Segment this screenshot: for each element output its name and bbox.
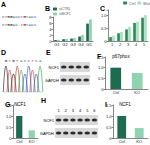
- svg-text:NCF1: NCF1: [44, 118, 55, 123]
- svg-text:B: B: [45, 5, 50, 12]
- svg-text:4: 4: [135, 42, 138, 47]
- svg-text:Mut: Mut: [143, 1, 150, 6]
- svg-text:F: F: [97, 53, 102, 60]
- svg-text:Ctrl: Ctrl: [113, 90, 119, 95]
- svg-text:H: H: [41, 97, 46, 104]
- svg-text:NCF1: NCF1: [49, 65, 60, 70]
- svg-text:1: 1: [57, 108, 60, 113]
- svg-text:Ctrl: Ctrl: [16, 139, 22, 144]
- svg-text:p67phox: p67phox: [112, 54, 130, 59]
- svg-text:NCF1: NCF1: [119, 102, 131, 107]
- svg-text:GTGTACCTCA: GTGTACCTCA: [5, 59, 42, 63]
- svg-text:CTGGAC-TGTACC: CTGGAC-TGTACC: [2, 22, 37, 27]
- svg-text:1: 1: [111, 42, 114, 47]
- svg-text:C: C: [100, 5, 105, 12]
- svg-text:KO: KO: [29, 139, 35, 144]
- svg-text:0: 0: [101, 87, 104, 92]
- svg-text:4: 4: [79, 108, 82, 113]
- svg-text:5: 5: [86, 108, 89, 113]
- svg-text:GAPDH: GAPDH: [40, 131, 54, 136]
- svg-text:1.0: 1.0: [101, 13, 107, 18]
- svg-text:6: 6: [49, 21, 52, 26]
- svg-text:E: E: [46, 49, 51, 56]
- svg-text:4: 4: [49, 27, 52, 32]
- svg-text:CTGGACCTGTACC: CTGGACCTGTACC: [2, 14, 37, 19]
- svg-text:0.5: 0.5: [106, 125, 112, 130]
- svg-text:0.5: 0.5: [6, 125, 12, 130]
- svg-text:siNCF1: siNCF1: [59, 12, 71, 16]
- svg-text:2: 2: [65, 108, 68, 113]
- svg-text:Ctrl: Ctrl: [119, 139, 125, 144]
- svg-text:siCTRL: siCTRL: [59, 7, 71, 11]
- svg-text:G4: G4: [78, 42, 84, 47]
- svg-text:0.5: 0.5: [101, 26, 107, 31]
- svg-text:5: 5: [143, 42, 146, 47]
- svg-text:GAPDH: GAPDH: [45, 78, 59, 83]
- svg-text:KO: KO: [136, 139, 142, 144]
- svg-text:G2: G2: [62, 42, 68, 47]
- svg-text:A: A: [1, 1, 6, 8]
- svg-text:0: 0: [104, 39, 107, 44]
- svg-text:KO: KO: [134, 90, 140, 95]
- svg-text:0: 0: [109, 136, 112, 141]
- svg-text:G1: G1: [54, 42, 60, 47]
- svg-text:D: D: [1, 49, 6, 56]
- svg-text:G: G: [5, 101, 11, 108]
- svg-text:1.5: 1.5: [105, 102, 112, 108]
- svg-text:3: 3: [72, 108, 75, 113]
- svg-text:1.0: 1.0: [98, 65, 104, 70]
- svg-text:Ctrl: Ctrl: [129, 1, 135, 6]
- svg-text:I: I: [105, 101, 107, 108]
- svg-text:1.0: 1.0: [106, 114, 112, 119]
- svg-text:0: 0: [49, 39, 52, 44]
- svg-text:6: 6: [93, 108, 96, 113]
- svg-text:NCF1: NCF1: [14, 102, 26, 107]
- svg-text:2: 2: [49, 33, 52, 38]
- svg-text:0.5: 0.5: [98, 76, 104, 81]
- svg-text:8: 8: [49, 15, 52, 20]
- svg-text:1.0: 1.0: [6, 114, 12, 119]
- svg-text:0: 0: [9, 136, 12, 141]
- svg-text:2: 2: [119, 42, 122, 47]
- svg-text:3: 3: [127, 42, 130, 47]
- svg-text:G5: G5: [86, 42, 92, 47]
- svg-text:G3: G3: [70, 42, 76, 47]
